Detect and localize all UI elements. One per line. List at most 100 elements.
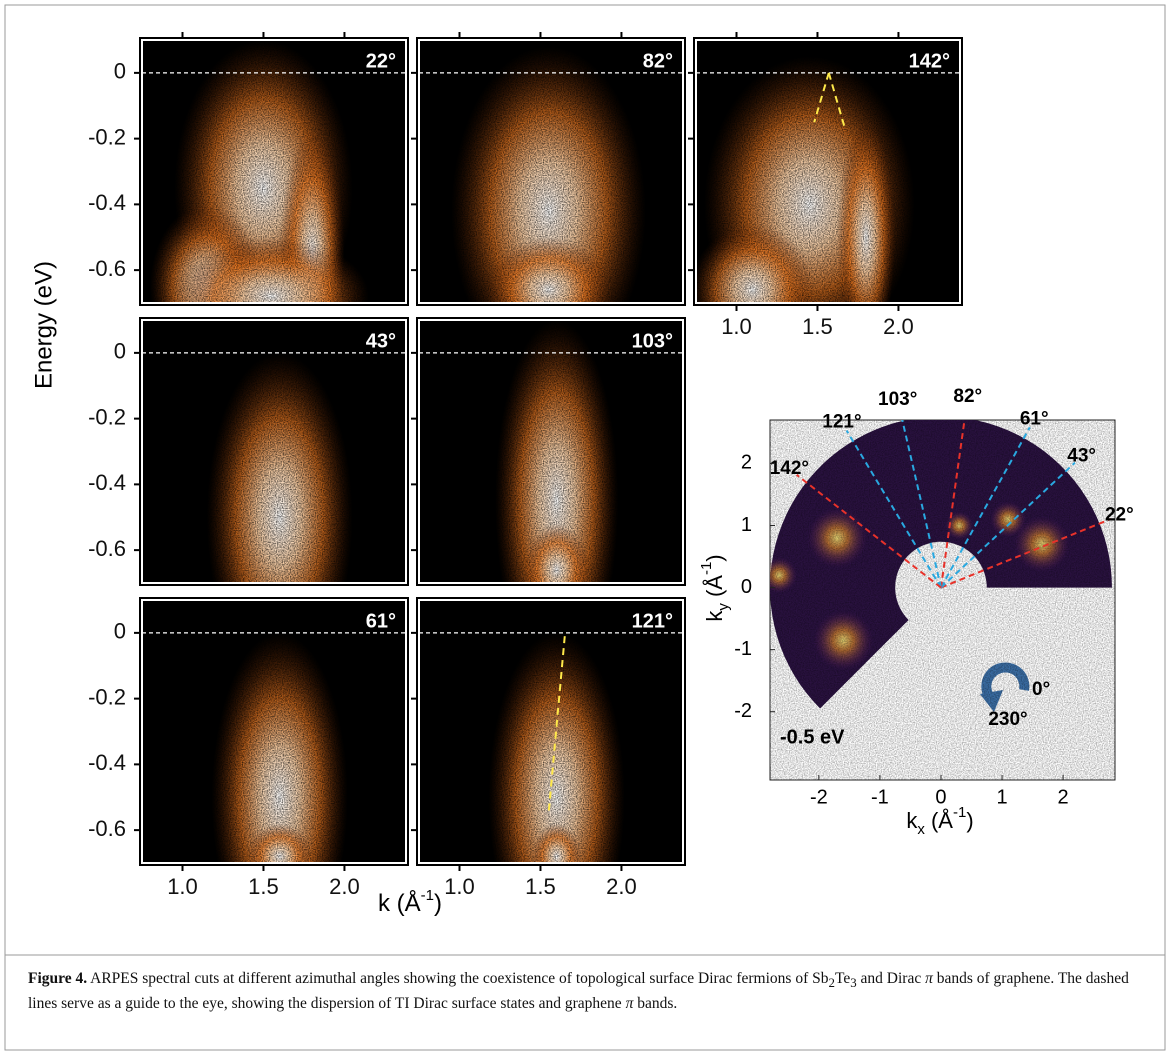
x-axis-label: k (Å-1) — [378, 887, 442, 917]
panel-frame-outer — [693, 37, 963, 306]
map-x-tick-label: 1 — [996, 786, 1007, 808]
cut-line — [901, 420, 942, 588]
map-x-tick-label: -1 — [871, 786, 889, 808]
y-tick-label: 0 — [114, 339, 126, 364]
panel-frame — [695, 39, 961, 304]
cut-line — [940, 461, 1076, 589]
panel-angle-label: 22° — [366, 50, 396, 72]
y-tick-label: -0.6 — [88, 536, 126, 561]
cut-line — [940, 518, 1112, 589]
panel-frame-outer — [139, 597, 409, 866]
panel-frame — [418, 39, 684, 304]
figure-border — [4, 4, 1166, 1051]
guide-line — [827, 72, 846, 130]
y-tick-label: -0.4 — [88, 190, 126, 215]
panel-frame — [418, 599, 684, 864]
panel-frame — [141, 599, 407, 864]
arpes-panel — [142, 40, 406, 303]
panel-frame-outer — [416, 317, 686, 586]
y-tick-label: -0.6 — [88, 816, 126, 841]
x-axis-label-text: k (Å — [378, 889, 421, 917]
noise-overlay — [419, 40, 683, 303]
map-y-tick-label: 2 — [741, 452, 752, 474]
y-tick-label: 0 — [114, 619, 126, 644]
x-tick-label: 1.0 — [721, 314, 752, 339]
panel-angle-label: 142° — [909, 50, 950, 72]
map-x-sub: x — [917, 821, 925, 838]
x-axis-label-sup: -1 — [421, 887, 434, 904]
guide-line — [547, 636, 566, 814]
map-y-tick-label: 0 — [741, 576, 752, 598]
cut-label: 61° — [1020, 408, 1049, 429]
cut-line — [796, 474, 942, 589]
panel-angle-label: 121° — [632, 610, 673, 632]
panel-frame — [141, 39, 407, 304]
map-x-k: k — [906, 808, 918, 833]
cut-label: 103° — [878, 389, 917, 410]
x-tick-label: 1.5 — [802, 314, 833, 339]
map-x-tick-label: -2 — [810, 786, 828, 808]
caption-text: Te — [834, 970, 851, 987]
cut-label: 43° — [1067, 445, 1096, 466]
noise-overlay — [142, 600, 406, 863]
caption-symbol: π — [925, 970, 933, 987]
map-noise — [770, 420, 1115, 780]
map-y-tick-label: 1 — [741, 514, 752, 536]
arpes-panel — [142, 600, 406, 863]
map-x-tick-label: 2 — [1058, 786, 1069, 808]
caption-text: bands of graphene. The dashed lines serv… — [28, 970, 1129, 1013]
map-y-tick-label: -1 — [734, 638, 752, 660]
arpes-panel — [142, 320, 406, 583]
guide-line — [813, 72, 830, 123]
map-y-sub: y — [715, 603, 732, 611]
x-axis-label-close: ) — [434, 890, 442, 917]
arpes-panel — [419, 320, 683, 583]
caption-text: and Dirac — [856, 970, 926, 987]
x-tick-label: 1.0 — [167, 874, 198, 899]
x-tick-label: 2.0 — [883, 314, 914, 339]
map-y-text: (Å — [702, 575, 727, 603]
x-tick-label: 1.5 — [525, 874, 556, 899]
cut-line — [940, 426, 1031, 589]
map-x-label: kx (Å-1) — [906, 804, 973, 838]
y-tick-label: 0 — [114, 59, 126, 84]
map-y-k: k — [702, 610, 727, 622]
noise-overlay — [419, 320, 683, 583]
cut-line — [939, 420, 966, 588]
y-tick-label: -0.4 — [88, 750, 126, 775]
map-y-tick-label: -2 — [734, 700, 752, 722]
noise-overlay — [696, 40, 960, 303]
panel-angle-label: 103° — [632, 330, 673, 352]
map-x-sup: -1 — [953, 804, 966, 821]
y-tick-label: -0.4 — [88, 470, 126, 495]
y-tick-label: -0.2 — [88, 124, 126, 149]
noise-overlay — [142, 40, 406, 303]
caption-text: ARPES spectral cuts at different azimuth… — [87, 970, 829, 987]
noise-overlay — [142, 320, 406, 583]
y-tick-label: -0.6 — [88, 256, 126, 281]
panel-frame-outer — [139, 37, 409, 306]
panel-frame-outer — [416, 597, 686, 866]
y-tick-label: -0.2 — [88, 404, 126, 429]
panel-frame — [418, 319, 684, 584]
map-y-sup: -1 — [698, 562, 715, 575]
cut-label: 82° — [953, 386, 982, 407]
y-axis-label: Energy (eV) — [30, 261, 57, 389]
arpes-panel — [419, 600, 683, 863]
cut-label: 22° — [1105, 505, 1134, 526]
cut-line — [845, 430, 942, 589]
map-x-close: ) — [966, 808, 973, 833]
cut-label: 142° — [770, 458, 809, 479]
caption-sub: 2 — [828, 975, 835, 991]
arpes-panel — [696, 40, 960, 303]
map-x-text: (Å — [925, 808, 953, 833]
map-y-label: ky (Å-1) — [698, 554, 732, 621]
x-tick-label: 1.0 — [444, 874, 475, 899]
x-tick-label: 1.5 — [248, 874, 279, 899]
x-tick-label: 2.0 — [329, 874, 360, 899]
panel-frame — [141, 319, 407, 584]
panel-angle-label: 82° — [643, 50, 673, 72]
caption-label: Figure 4. — [28, 970, 88, 987]
arpes-panel — [419, 40, 683, 303]
caption: Figure 4. ARPES spectral cuts at differe… — [28, 968, 1143, 1014]
